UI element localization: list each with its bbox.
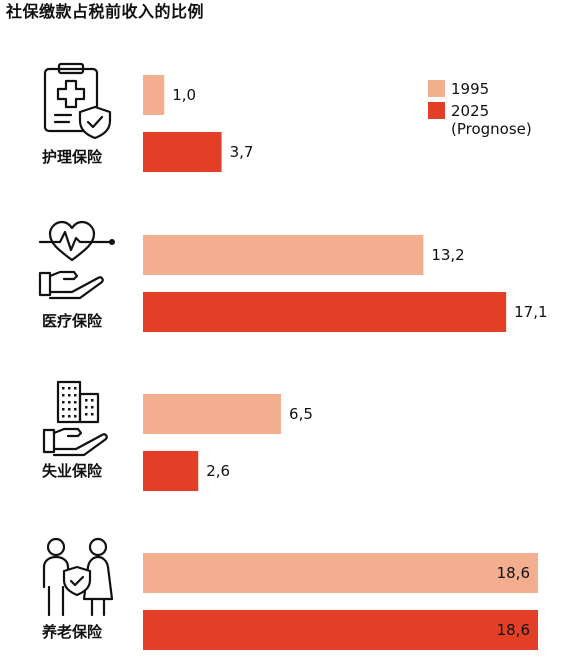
bar (143, 132, 222, 172)
legend-swatch-1995 (428, 80, 445, 97)
legend-swatch-2025 (428, 102, 445, 119)
data-label: 17,1 (514, 303, 547, 321)
bar (143, 235, 424, 275)
category-label: 护理保险 (42, 148, 103, 166)
category-label: 失业保险 (42, 462, 103, 480)
data-label: 6,5 (289, 405, 313, 423)
bar (143, 292, 507, 332)
heart-hand-icon (38, 220, 115, 300)
data-label: 2,6 (206, 462, 230, 480)
bar (143, 394, 282, 434)
data-label: 18,6 (497, 564, 530, 582)
category-label: 养老保险 (41, 623, 103, 641)
clipboard-shield-icon (43, 62, 112, 140)
legend-label-1995: 1995 (451, 80, 490, 98)
legend-item-2025: 2025 (Prognose) (428, 102, 563, 138)
legend-label-2025: 2025 (Prognose) (451, 102, 532, 138)
data-label: 18,6 (497, 621, 530, 639)
legend: 1995 2025 (Prognose) (428, 80, 563, 142)
bar (143, 610, 538, 650)
data-label: 3,7 (230, 143, 254, 161)
chart-title: 社保缴款占税前收入的比例 (6, 2, 205, 21)
buildings-hand-icon (42, 380, 108, 457)
bar (143, 553, 538, 593)
bar (143, 75, 165, 115)
people-shield-icon (42, 537, 114, 617)
legend-item-1995: 1995 (428, 80, 563, 98)
data-label: 1,0 (172, 86, 196, 104)
bar (143, 451, 199, 491)
data-label: 13,2 (431, 246, 464, 264)
category-label: 医疗保险 (42, 312, 103, 330)
